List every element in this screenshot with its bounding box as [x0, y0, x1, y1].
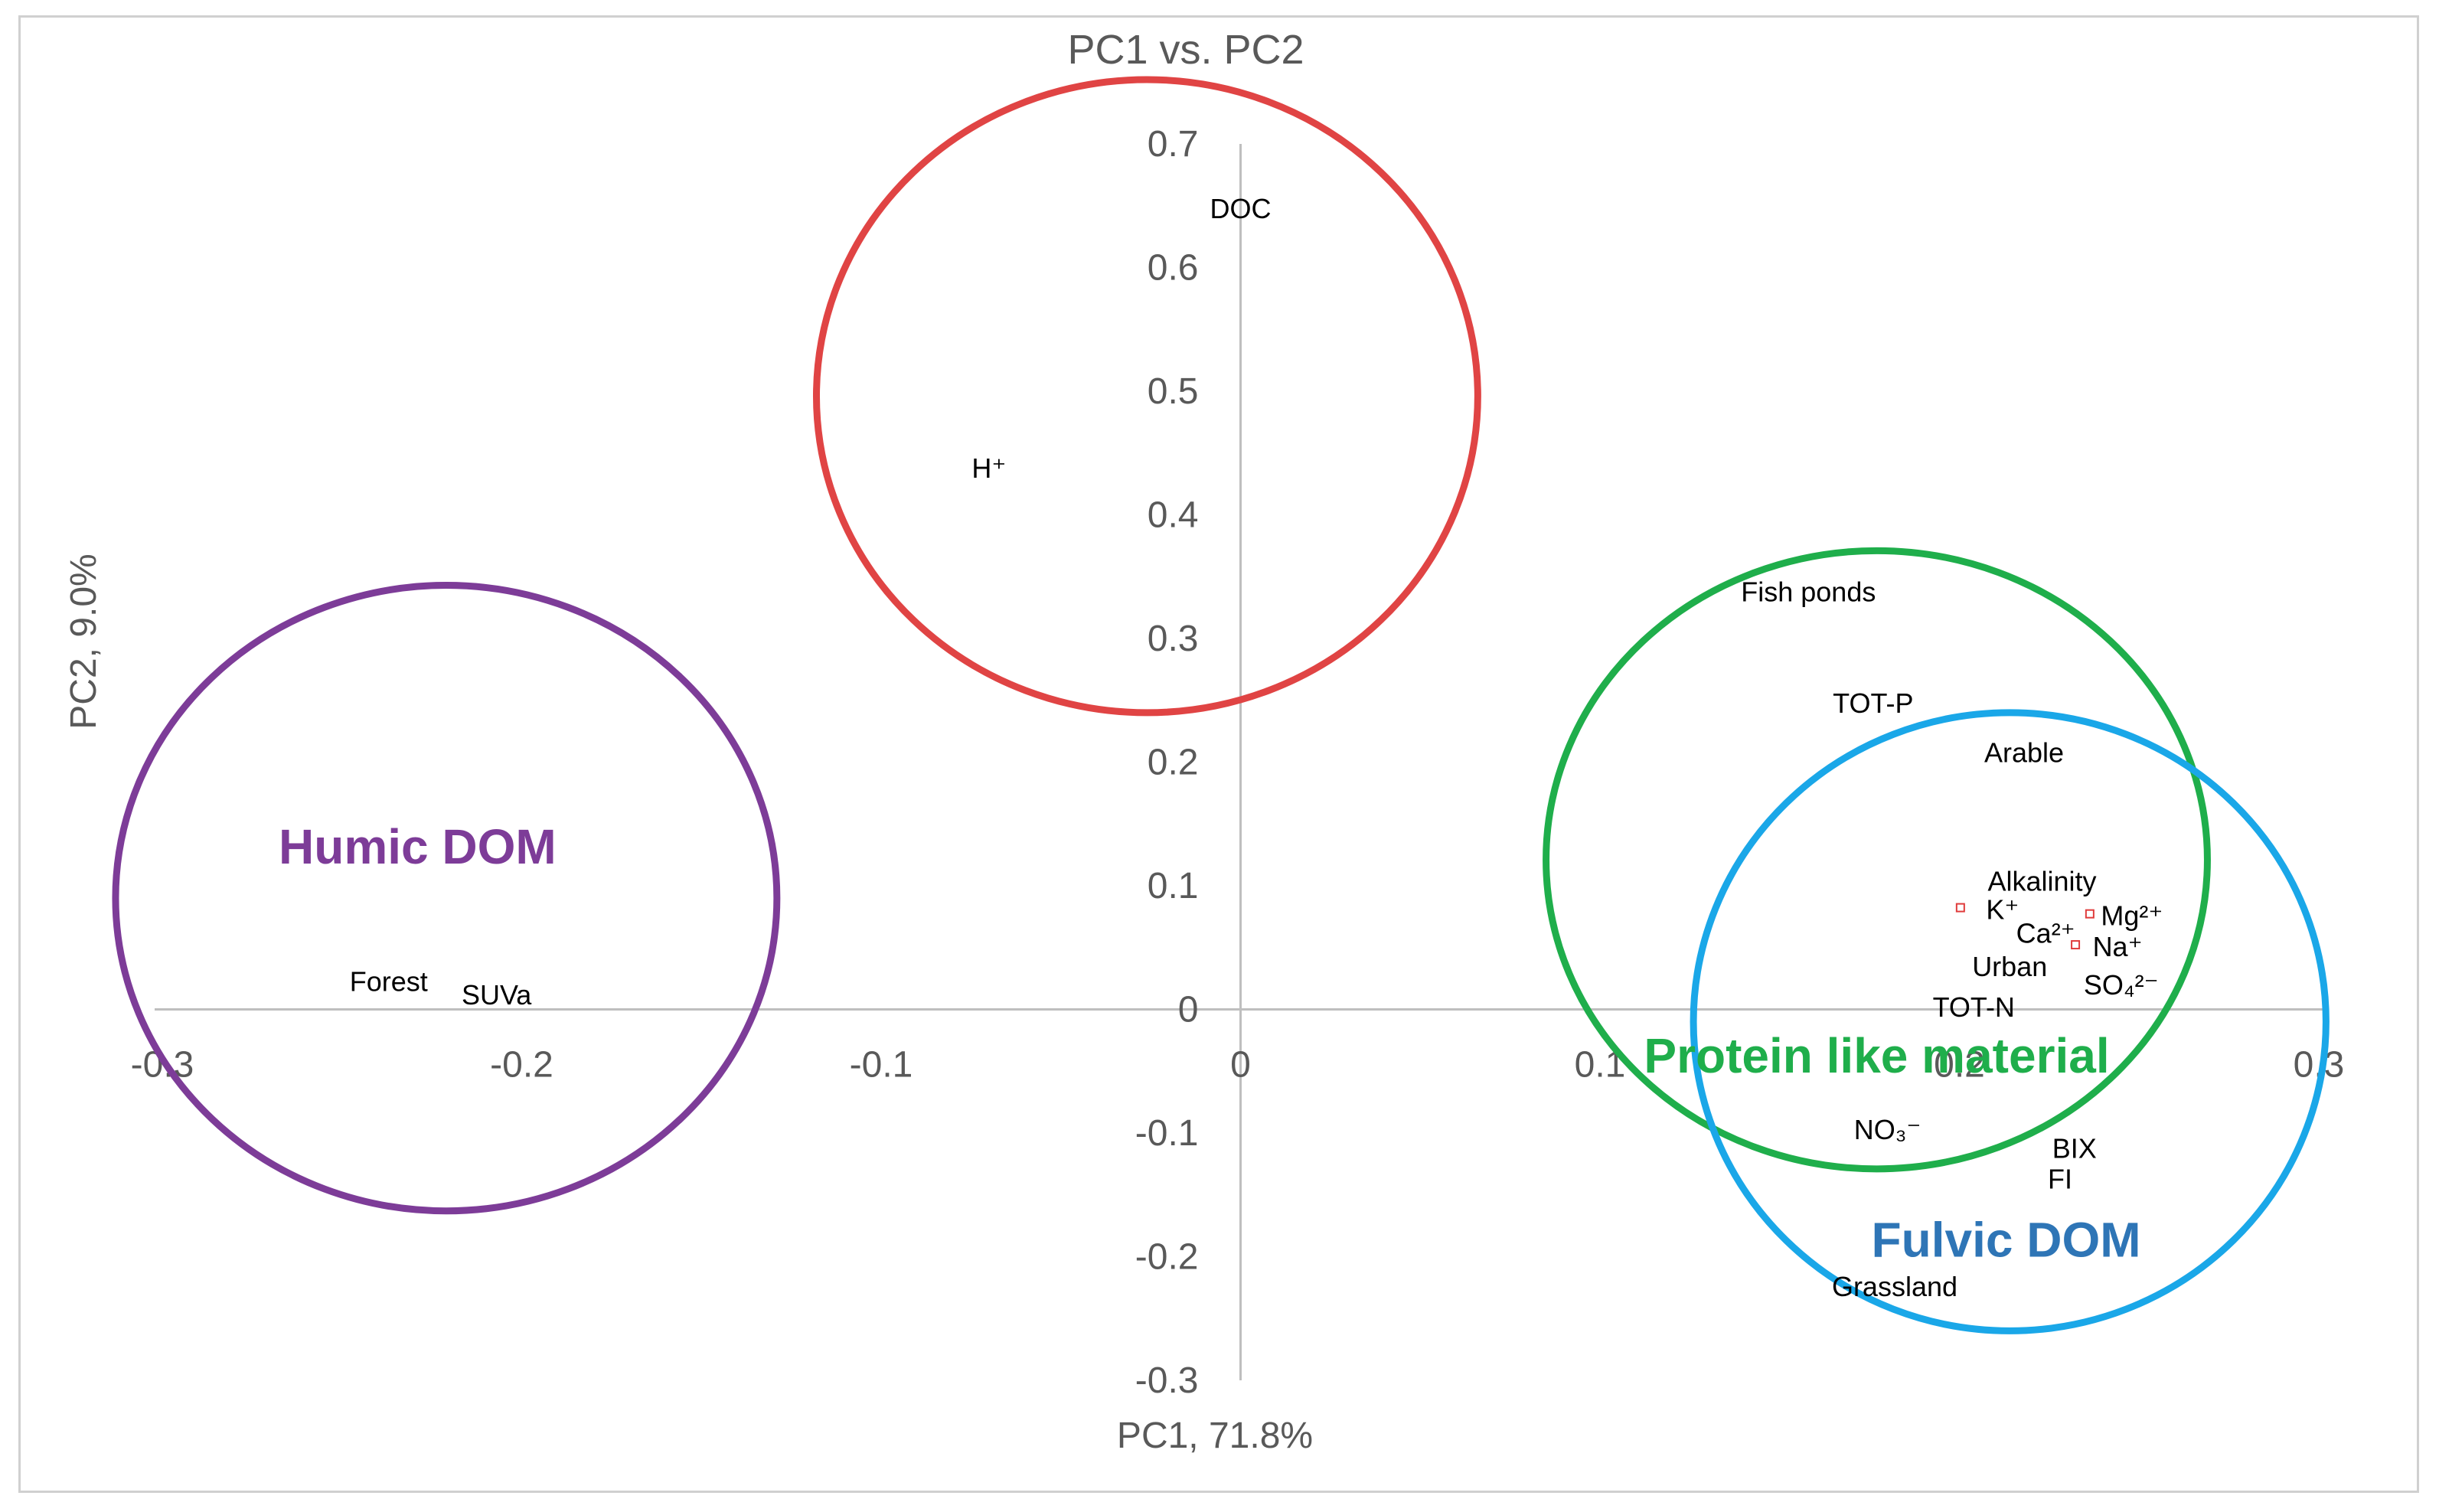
point-label: TOT-N — [1933, 991, 2015, 1023]
point-label: Ca²⁺ — [2016, 917, 2075, 949]
group-labels: Humic DOM Protein like material Fulvic DOM — [279, 819, 2141, 1268]
y-axis-title: PC2, 9.0% — [64, 554, 104, 729]
pca-biplot: PC1 vs. PC2 -0.3 -0.2 -0.1 0 0.1 0.2 0.3 0.7 0.6… — [64, 27, 2345, 1456]
group-ellipse — [1690, 709, 2330, 1334]
group-label: Protein like material — [1644, 1028, 2109, 1083]
point-label: Grassland — [1832, 1271, 1957, 1302]
point-label: BIX — [2052, 1132, 2097, 1164]
point-label: Na⁺ — [2093, 931, 2143, 962]
point-label: SO₄²⁻ — [2084, 969, 2159, 1001]
point-label: TOT-P — [1833, 687, 1913, 719]
x-tick-label: 0.2 — [1934, 1045, 1985, 1086]
point-label: K⁺ — [1986, 894, 2019, 926]
axes: -0.3 -0.2 -0.1 0 0.1 0.2 0.30.70.60.50.40.30.2… — [131, 124, 2345, 1401]
group-ellipses — [112, 76, 2330, 1334]
y-tick-label: 0.1 — [1148, 866, 1199, 906]
y-tick-label: 0.3 — [1148, 619, 1199, 659]
point-label: Forest — [350, 965, 428, 997]
point-label: Alkalinity — [1987, 865, 2096, 896]
chart-frame: PC1 vs. PC2 -0.3 -0.2 -0.1 0 0.1 0.2 0.3 0.7 0.6… — [18, 15, 2419, 1493]
x-tick-label: 0 — [1230, 1045, 1251, 1086]
point-label: DOC — [1210, 193, 1272, 224]
group-ellipse — [812, 76, 1481, 717]
group-ellipse — [1543, 547, 2211, 1173]
y-tick-label: 0.6 — [1148, 248, 1199, 289]
x-axis-title: PC1, 71.8% — [1117, 1416, 1313, 1456]
point-label: Fish ponds — [1741, 576, 1876, 608]
y-tick-label: 0 — [1178, 990, 1199, 1030]
y-tick-label: -0.3 — [1135, 1360, 1199, 1401]
point-label: FI — [2048, 1164, 2072, 1195]
y-tick-label: 0.5 — [1148, 371, 1199, 412]
point-label: Urban — [1972, 951, 2047, 982]
point-marker — [2071, 940, 2081, 950]
point-label: Arable — [1984, 737, 2064, 769]
x-tick-label: -0.2 — [490, 1045, 553, 1086]
y-tick-label: 0.2 — [1148, 743, 1199, 783]
y-tick-label: -0.1 — [1135, 1113, 1199, 1154]
y-tick-label: -0.2 — [1135, 1237, 1199, 1278]
point-label: H⁺ — [971, 452, 1006, 484]
group-ellipse — [112, 582, 781, 1215]
x-tick-label: -0.1 — [850, 1045, 913, 1086]
point-marker — [1955, 903, 1965, 913]
point-label: Mg²⁺ — [2101, 900, 2163, 932]
chart-title: PC1 vs. PC2 — [1067, 27, 1304, 73]
point-label: NO₃⁻ — [1854, 1114, 1921, 1145]
point-marker — [2085, 909, 2095, 919]
y-tick-label: 0.4 — [1148, 495, 1199, 536]
group-label: Humic DOM — [279, 819, 557, 874]
group-label: Fulvic DOM — [1872, 1213, 2141, 1268]
point-label: SUVa — [462, 979, 532, 1011]
y-tick-label: 0.7 — [1148, 124, 1199, 165]
